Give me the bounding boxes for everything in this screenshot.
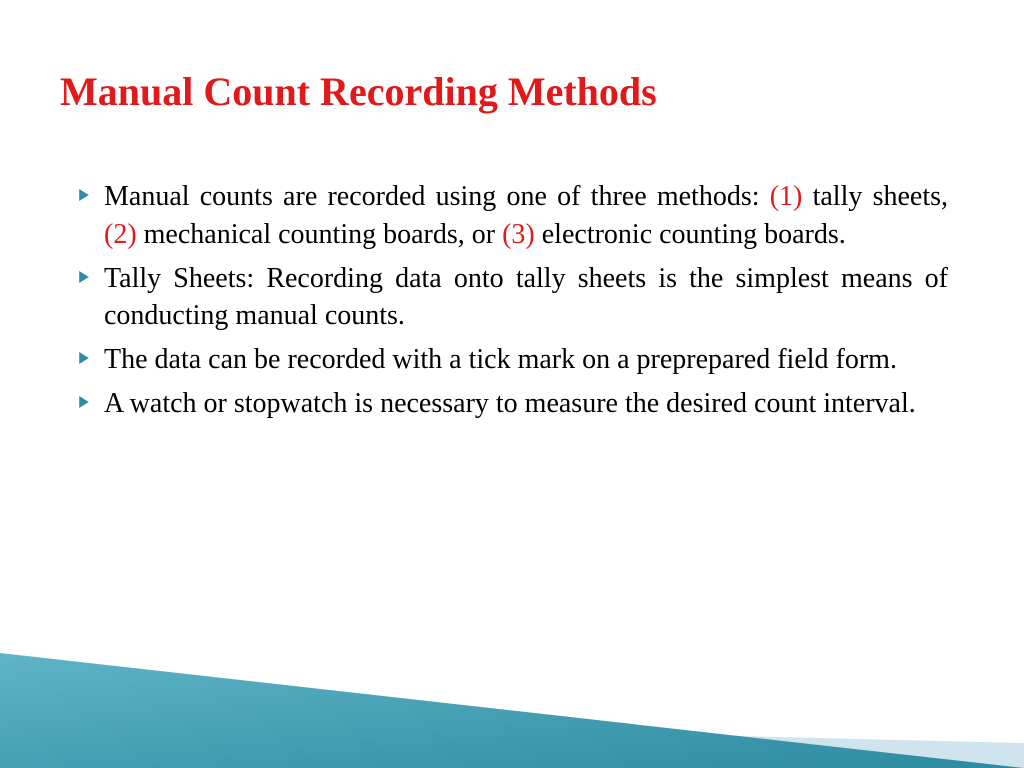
body-text: A watch or stopwatch is necessary to mea… [104,388,916,419]
bullet-icon [78,188,90,206]
body-text: Tally Sheets: Recording data onto tally … [104,263,948,332]
bullet-text: Manual counts are recorded using one of … [104,178,948,254]
slide-title: Manual Count Recording Methods [60,68,657,115]
body-text: Manual counts are recorded using one of … [104,181,770,212]
bullet-icon [78,395,90,413]
list-item: The data can be recorded with a tick mar… [78,341,948,379]
decor-light-stripe [0,718,1024,768]
list-item: Tally Sheets: Recording data onto tally … [78,260,948,336]
bullet-text: A watch or stopwatch is necessary to mea… [104,385,948,423]
decor-teal-triangle [0,653,1024,768]
background-decor [0,598,1024,768]
highlight-text: (1) [770,181,803,212]
body-text: mechanical counting boards, or [137,219,502,250]
decor-dark-stripe [0,708,640,768]
list-item: A watch or stopwatch is necessary to mea… [78,385,948,423]
bullet-text: Tally Sheets: Recording data onto tally … [104,260,948,336]
body-text: The data can be recorded with a tick mar… [104,344,897,375]
highlight-text: (2) [104,219,137,250]
bullet-text: The data can be recorded with a tick mar… [104,341,948,379]
bullet-icon [78,270,90,288]
list-item: Manual counts are recorded using one of … [78,178,948,254]
body-text: tally sheets, [802,181,948,212]
highlight-text: (3) [502,219,535,250]
slide: Manual Count Recording Methods Manual co… [0,0,1024,768]
body-text: electronic counting boards. [535,219,846,250]
bullet-icon [78,351,90,369]
bullet-list: Manual counts are recorded using one of … [78,178,948,429]
